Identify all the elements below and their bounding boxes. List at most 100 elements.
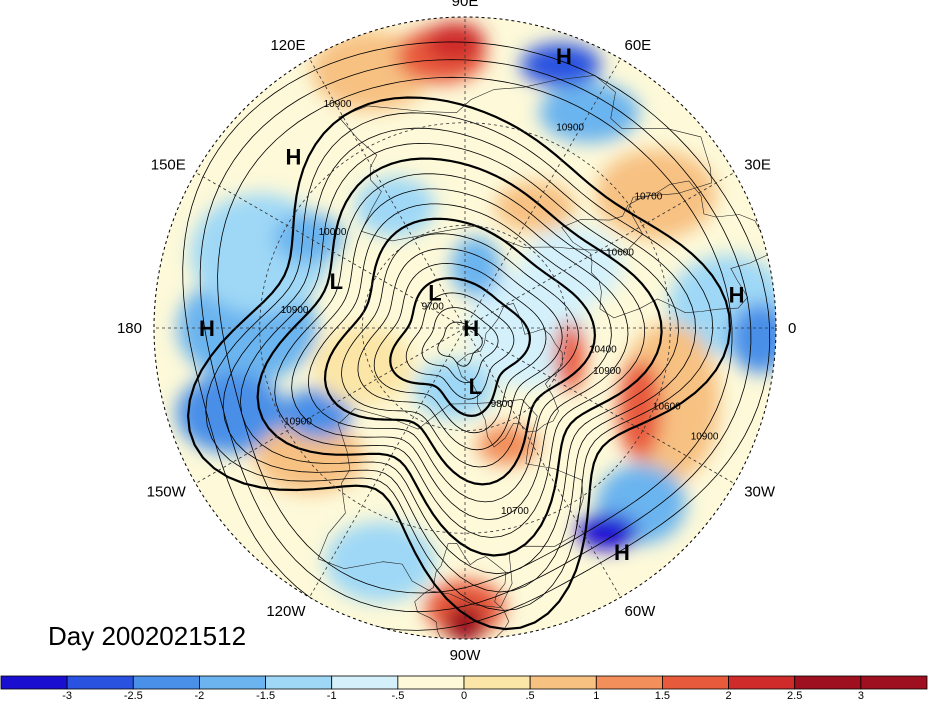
high-pressure-marker: H (729, 283, 745, 308)
map-boundary (153, 16, 777, 640)
high-pressure-marker: H (463, 316, 479, 341)
height-contour (341, 233, 579, 468)
colorbar-swatch (728, 675, 796, 690)
contour-label: 10900 (593, 366, 621, 377)
high-pressure-marker: H (199, 316, 215, 341)
longitude-label: 30E (744, 157, 771, 174)
colorbar-swatch (397, 675, 465, 690)
colorbar-swatch (529, 675, 597, 690)
height-contour (373, 262, 547, 434)
height-contours (182, 41, 771, 631)
colorbar-swatch (463, 675, 531, 690)
low-pressure-marker: L (330, 269, 343, 294)
colorbar-swatch (595, 675, 663, 690)
colorbar-swatch (66, 675, 134, 690)
longitude-label: 120E (270, 37, 305, 54)
anomaly-patch (596, 149, 717, 240)
coastline (414, 543, 510, 639)
contour-label: 10700 (501, 506, 529, 517)
meridian-line (464, 58, 621, 329)
meridian-line (309, 58, 466, 329)
height-contour (389, 277, 532, 418)
day-label: Day 2002021512 (48, 621, 246, 651)
colorbar-tick-label: 0 (461, 690, 467, 702)
colorbar-tick-label: -2.5 (124, 690, 143, 702)
colorbar-tick-label: 2.5 (787, 690, 802, 702)
contour-label: 9800 (491, 399, 514, 410)
anomaly-patch (522, 225, 623, 306)
height-contour (186, 96, 732, 631)
low-pressure-marker: L (428, 280, 441, 305)
colorbar-swatch (265, 675, 333, 690)
longitude-labels: 90E 60E 30E 0 30W 60W 90W 120W 150W 180 150E 120E (117, 0, 796, 664)
longitude-label: 0 (788, 320, 796, 337)
contour-labels: 10900 10900 10700 10600 10400 10900 9800 9700 10… (281, 99, 719, 517)
longitude-label: 150E (151, 157, 186, 174)
colorbar-swatch (199, 675, 266, 690)
coastline (317, 399, 584, 608)
longitude-label: 30W (744, 484, 776, 501)
anomaly-patch (324, 521, 435, 602)
colorbar: -3 -2.5 -2 -1.5 -1 -.5 0 .5 1 1.5 2 2.5 3 (0, 675, 928, 702)
colorbar-tick-label: -1 (327, 690, 337, 702)
contour-label: 10000 (319, 227, 347, 238)
meridian-line (464, 327, 621, 598)
anomaly-patch (414, 359, 495, 420)
polar-map-disc (154, 17, 776, 639)
coastline (338, 74, 712, 252)
longitude-label: 180 (117, 320, 142, 337)
coastline (561, 180, 771, 319)
longitude-label: 90W (450, 647, 482, 664)
high-pressure-marker: H (286, 145, 302, 170)
height-contour (357, 248, 563, 451)
colorbar-tick-label: 1 (593, 690, 599, 702)
colorbar-swatch (860, 675, 928, 690)
contour-label: 10400 (589, 344, 617, 355)
longitude-label: 90E (452, 0, 479, 10)
height-contour (205, 112, 714, 611)
anomaly-patch (477, 424, 538, 465)
colorbar-swatch (132, 675, 200, 690)
anomaly-patch (450, 236, 501, 297)
contour-label: 10900 (691, 432, 719, 443)
anomaly-patch (730, 303, 776, 374)
high-pressure-marker: H (556, 44, 572, 69)
longitude-label: 120W (266, 603, 306, 620)
height-contour (222, 127, 697, 593)
colorbar-tick-label: -.5 (391, 690, 404, 702)
high-pressure-marker: H (614, 540, 630, 565)
height-contour (405, 292, 515, 400)
meridian-line (309, 327, 466, 598)
contour-label: 10700 (634, 192, 662, 203)
height-contour (437, 321, 483, 367)
contour-label: 10900 (281, 305, 309, 316)
colorbar-tick-label: -2 (195, 690, 205, 702)
contour-label: 10600 (653, 402, 681, 413)
colorbar-tick-label: 3 (858, 690, 864, 702)
meridian-line (464, 172, 735, 329)
height-contour (291, 188, 629, 521)
graticule (154, 17, 776, 639)
meridian-line (195, 172, 466, 329)
coastline (456, 303, 563, 448)
height-contour (323, 217, 597, 486)
anomaly-field (176, 22, 776, 639)
height-contour (307, 203, 612, 503)
contour-label: 10900 (324, 99, 352, 110)
contour-label: 10900 (556, 122, 584, 133)
anomaly-patch (555, 321, 586, 392)
height-contour (421, 307, 499, 384)
height-contour (256, 157, 663, 557)
longitude-label: 150W (147, 484, 187, 501)
colorbar-tick-label: -3 (62, 690, 72, 702)
low-pressure-marker: L (469, 374, 482, 399)
colorbar-swatch (794, 675, 862, 690)
coastlines (317, 74, 771, 639)
colorbar-tick-label: .5 (526, 690, 535, 702)
colorbar-swatch (331, 675, 399, 690)
colorbar-tick-label: 1.5 (655, 690, 670, 702)
contour-label: 10600 (606, 248, 634, 259)
contour-label: 10900 (284, 416, 312, 427)
